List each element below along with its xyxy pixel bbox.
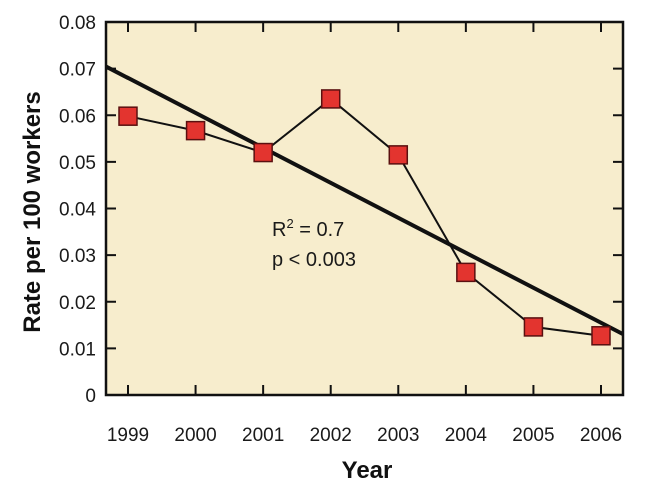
x-tick-labels: 1999 2000 2001 2002 2003 2004 2005 2006 <box>107 425 622 446</box>
y-tick-label: 0.05 <box>59 153 96 174</box>
data-point-marker <box>456 262 476 283</box>
x-tick-label: 2006 <box>580 425 622 446</box>
r-squared-superscript: 2 <box>286 216 293 231</box>
x-tick-label: 2001 <box>242 425 284 446</box>
data-point-marker <box>253 142 273 163</box>
y-tick-label: 0.08 <box>59 13 96 34</box>
y-tick-label: 0.07 <box>59 60 96 81</box>
data-markers <box>118 89 611 346</box>
x-tick-label: 1999 <box>107 425 149 446</box>
x-tick-label: 2005 <box>512 425 554 446</box>
y-tick-label: 0.06 <box>59 106 96 127</box>
axis-ticks <box>106 21 623 396</box>
x-tick-label: 2003 <box>377 425 419 446</box>
plot-area <box>104 20 625 397</box>
data-point-marker <box>388 145 409 165</box>
data-point-marker <box>523 317 544 337</box>
y-tick-label: 0.03 <box>59 246 96 267</box>
series-line <box>127 97 602 337</box>
y-tick-label: 0.02 <box>59 293 96 314</box>
x-tick-label: 2000 <box>174 425 216 446</box>
trend-line <box>105 64 624 336</box>
y-axis-title: Rate per 100 workers <box>19 91 46 332</box>
data-point-marker <box>118 106 138 126</box>
x-tick-label: 2004 <box>445 425 488 446</box>
x-axis-title: Year <box>342 457 393 483</box>
y-tick-label: 0 <box>85 386 96 407</box>
x-tick-label: 2002 <box>310 425 352 446</box>
y-tick-label: 0.04 <box>59 200 96 221</box>
data-point-marker <box>185 120 206 141</box>
data-point-marker <box>591 326 611 346</box>
r-squared-annotation: R2 = 0.7 <box>272 216 344 241</box>
data-point-marker <box>320 89 341 109</box>
y-tick-label: 0.01 <box>59 339 96 360</box>
y-tick-labels: 0 0.01 0.02 0.03 0.04 0.05 0.06 0.07 0.08 <box>59 13 96 407</box>
p-value-annotation: p < 0.003 <box>272 249 356 271</box>
